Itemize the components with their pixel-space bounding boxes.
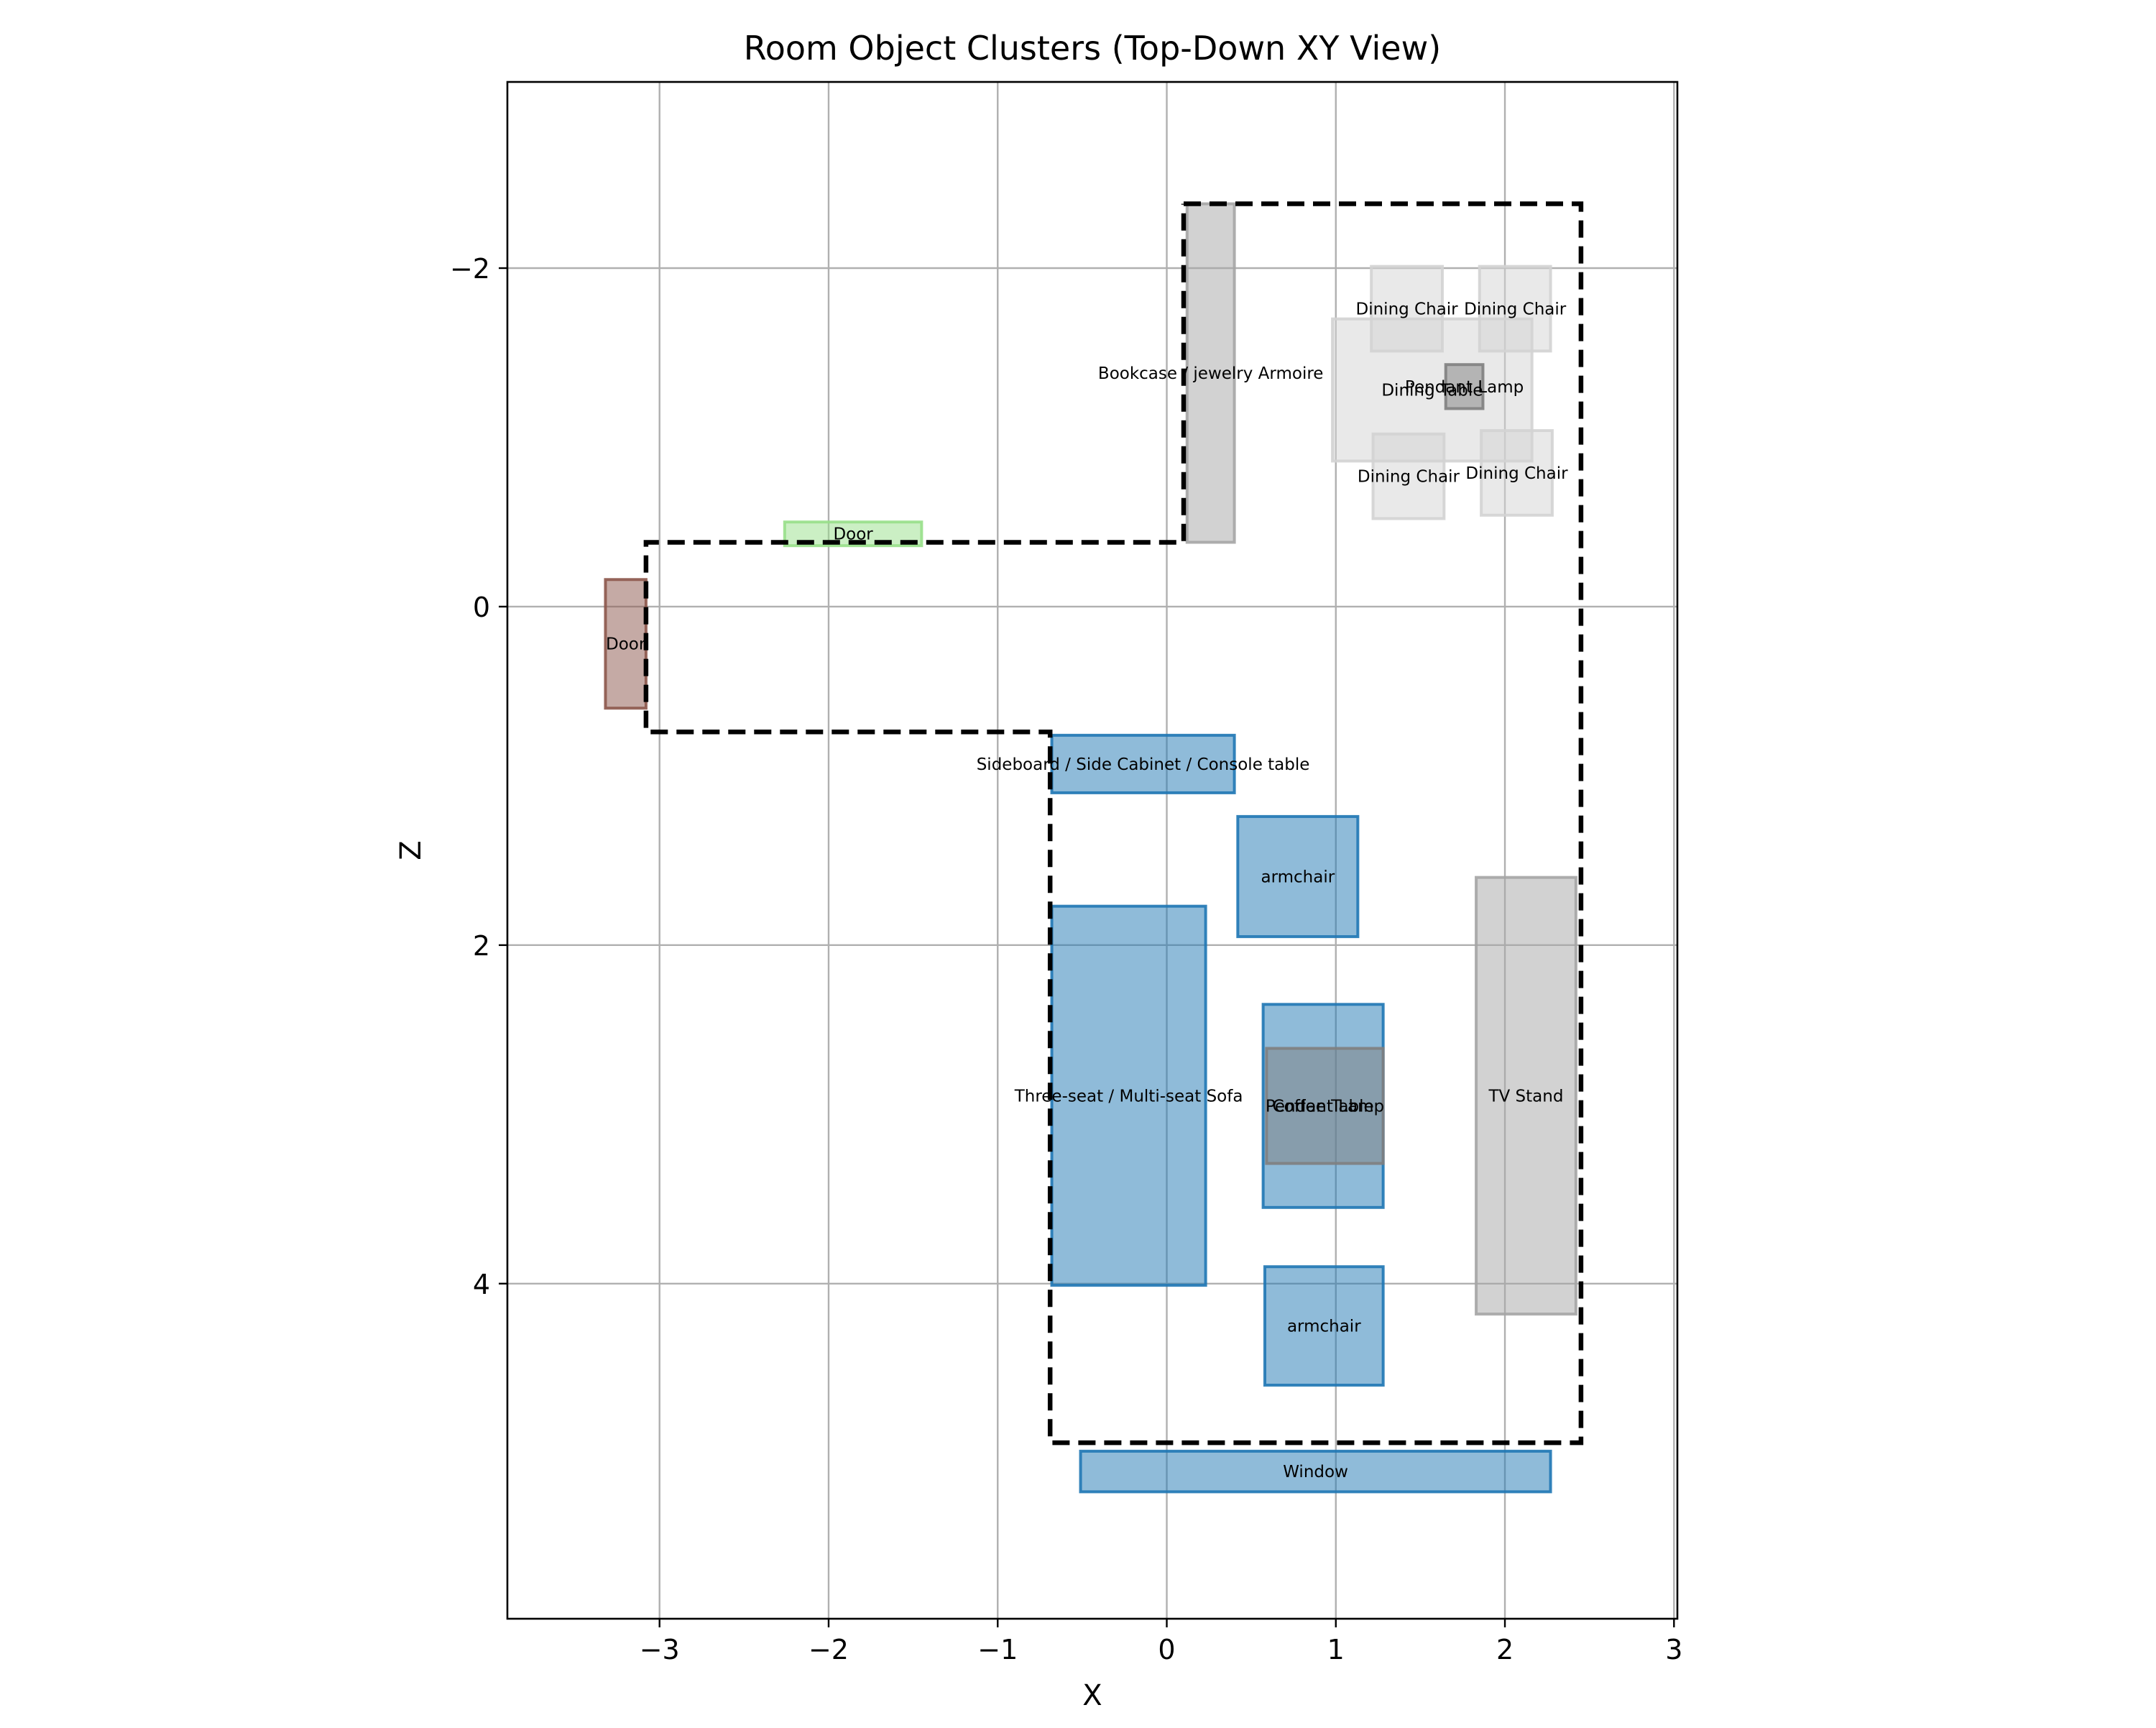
object-label-armchair: armchair <box>1287 1318 1361 1336</box>
z-tick-label: 0 <box>473 592 490 623</box>
plot-frame <box>506 81 1679 1620</box>
object-dining-chair <box>1371 432 1446 520</box>
object-dining-chair <box>1478 265 1552 353</box>
x-tick-label: 2 <box>1496 1634 1514 1665</box>
object-three-seat-multi-seat-sofa <box>1050 904 1207 1287</box>
object-label-pendant-lamp: Pendant Lamp <box>1405 378 1524 397</box>
object-dining-chair <box>1480 429 1554 517</box>
object-label-pendant-lamp: Pendant Lamp <box>1266 1098 1384 1116</box>
object-label-dining-table: Dining Table <box>1381 382 1483 400</box>
objects <box>604 202 1577 1494</box>
object-label-window: Window <box>1283 1463 1348 1481</box>
y-axis-label: Z <box>395 840 428 860</box>
z-tick-label: 2 <box>473 930 490 962</box>
object-label-bookcase-jewelry-armoire: Bookcase / jewelry Armoire <box>1098 364 1324 383</box>
object-armchair <box>1236 814 1360 939</box>
object-label-three-seat-multi-seat-sofa: Three-seat / Multi-seat Sofa <box>1014 1087 1243 1106</box>
ticks: −3 −2 −1 0 1 2 3 −2 0 2 4 <box>450 253 1682 1665</box>
object-tv-stand <box>1475 876 1577 1316</box>
z-tick-label: 4 <box>473 1269 490 1300</box>
object-label-door: Door <box>833 525 873 544</box>
object-label-dining-chair: Dining Chair <box>1465 464 1568 483</box>
object-label-dining-chair: Dining Chair <box>1358 468 1460 487</box>
object-label-tv-stand: TV Stand <box>1488 1087 1563 1106</box>
object-pendant-lamp <box>1444 363 1485 410</box>
x-tick-label: 0 <box>1158 1634 1175 1665</box>
object-label-coffee-table: Coffee Table <box>1273 1098 1374 1116</box>
object-window <box>1079 1449 1552 1494</box>
object-label-armchair: armchair <box>1261 868 1335 886</box>
room-outline-group <box>643 201 1584 1446</box>
x-tick-label: 1 <box>1327 1634 1345 1665</box>
x-tick-label: −1 <box>977 1634 1018 1665</box>
z-tick-label: −2 <box>450 253 490 285</box>
object-label-dining-chair: Dining Chair <box>1356 300 1459 319</box>
chart-title: Room Object Clusters (Top-Down XY View) <box>744 29 1441 68</box>
object-pendant-lamp <box>1265 1047 1385 1165</box>
x-tick-label: −3 <box>640 1634 680 1665</box>
x-axis-label: X <box>1082 1679 1102 1712</box>
object-armchair <box>1263 1265 1385 1387</box>
x-tick-label: 3 <box>1665 1634 1682 1665</box>
object-label-sideboard-side-cabinet-console-table: Sideboard / Side Cabinet / Console table <box>977 755 1310 774</box>
object-label-door: Door <box>606 635 646 654</box>
object-door <box>604 578 648 710</box>
object-dining-chair <box>1370 265 1444 353</box>
object-sideboard-side-cabinet-console-table <box>1050 733 1236 794</box>
room-outline <box>643 201 1584 1446</box>
object-labels: Door Door Bookcase / jewelry Armoire Dining… <box>606 300 1568 1482</box>
x-tick-label: −2 <box>808 1634 849 1665</box>
object-label-dining-chair: Dining Chair <box>1464 300 1567 319</box>
